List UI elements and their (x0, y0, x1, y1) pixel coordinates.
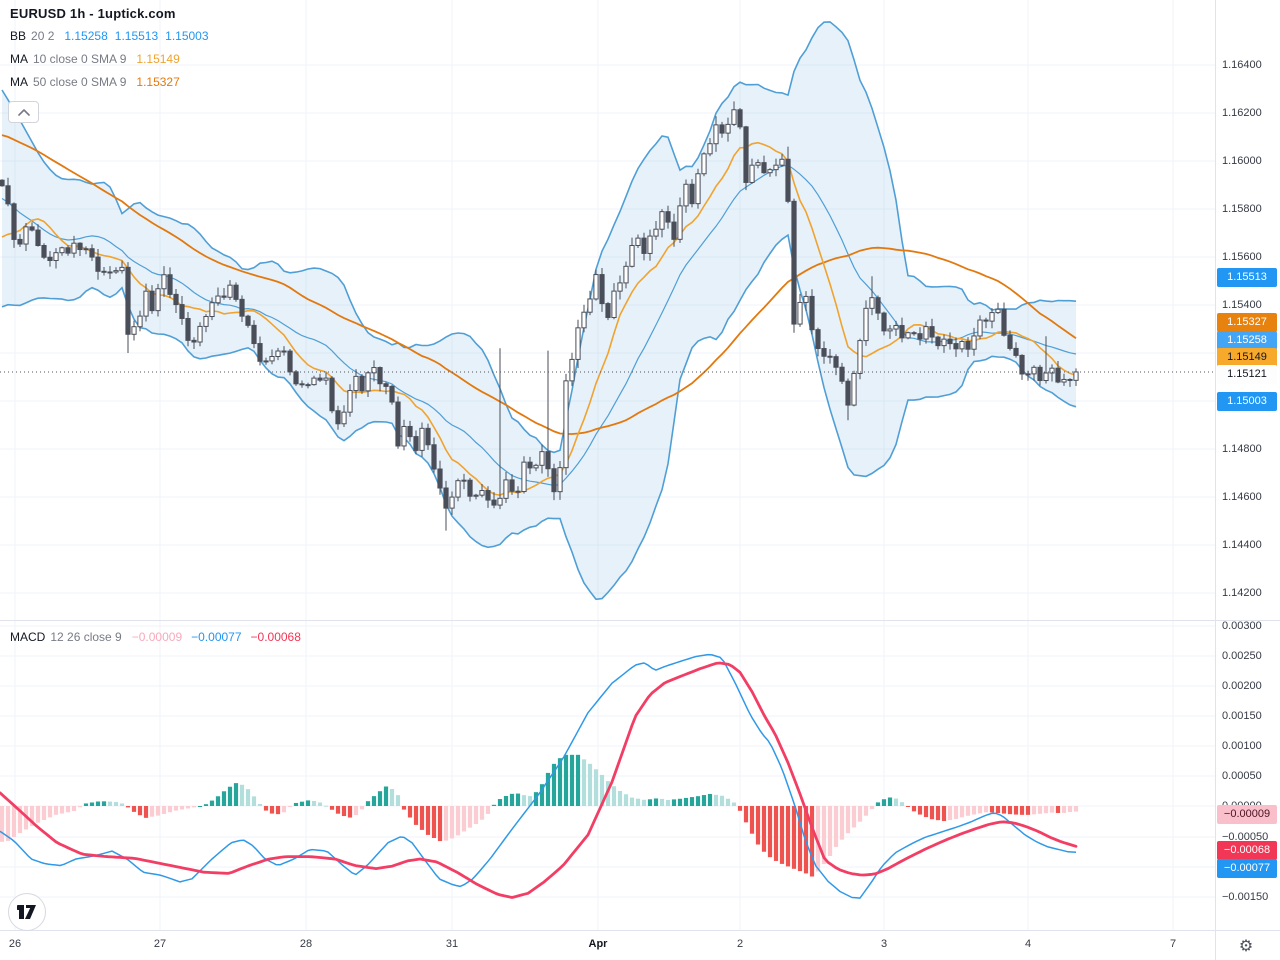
time-axis-tick: 3 (880, 938, 888, 950)
badge-label: 1.15327 (1227, 316, 1267, 328)
bb-basis-badge: 1.15258 (1217, 331, 1277, 350)
price-axis-tick: 1.16200 (1222, 107, 1262, 119)
collapse-legend-button[interactable] (8, 101, 39, 123)
macd-hist-value: −0.00009 (131, 630, 183, 644)
indicator-params: 10 close 0 SMA 9 (33, 52, 127, 66)
indicator-name: BB (10, 29, 27, 43)
macd-axis-tick: 0.00300 (1222, 620, 1262, 632)
macd-axis-tick: 0.00250 (1222, 650, 1262, 662)
indicator-params: 20 2 (31, 29, 55, 43)
macd-axis-tick: −0.00150 (1222, 891, 1269, 903)
bb-basis-value: 1.15258 (64, 29, 108, 43)
badge-label: 1.15149 (1227, 351, 1267, 363)
badge-label: 1.15513 (1227, 271, 1267, 283)
macd-histogram (0, 754, 1079, 877)
bb-upper-badge: 1.15513 (1217, 268, 1277, 287)
indicator-params: 12 26 close 9 (50, 630, 122, 644)
ma50-value: 1.15327 (136, 75, 180, 89)
macd-line-badge: −0.00077 (1217, 859, 1277, 878)
macd-hist-badge: −0.00009 (1217, 805, 1277, 824)
macd-signal-line (0, 661, 1078, 899)
price-axis-tick: 1.16000 (1222, 155, 1262, 167)
gear-glyph: ⚙ (1238, 936, 1254, 955)
macd-axis-tick: 0.00200 (1222, 680, 1262, 692)
gridlines (0, 0, 1215, 930)
macd-line-value: −0.00077 (191, 630, 242, 644)
macd-axis-tick: 0.00100 (1222, 740, 1262, 752)
price-axis-separator (1215, 0, 1216, 960)
time-axis-tick: 31 (445, 938, 459, 950)
macd-axis-tick: −0.00050 (1222, 831, 1269, 843)
price-axis-tick: 1.14800 (1222, 443, 1262, 455)
macd-line (0, 653, 1077, 899)
indicator-name: MA (10, 75, 28, 89)
price-axis-tick: 1.16400 (1222, 59, 1262, 71)
ma50-badge: 1.15327 (1217, 313, 1277, 332)
time-axis-tick: 4 (1024, 938, 1032, 950)
time-axis-tick: 26 (8, 938, 22, 950)
symbol-title-text: EURUSD 1h - 1uptick.com (10, 6, 176, 21)
macd-axis-tick: 0.00150 (1222, 710, 1262, 722)
time-axis-tick: 7 (1169, 938, 1177, 950)
pane-separator[interactable] (0, 620, 1280, 621)
indicator-row-ma10[interactable]: MA 10 close 0 SMA 9 1.15149 (10, 52, 216, 67)
price-axis-tick: 1.15600 (1222, 251, 1262, 263)
badge-label: −0.00068 (1223, 844, 1271, 856)
price-axis-tick: 1.14200 (1222, 587, 1262, 599)
price-axis-tick: 1.14600 (1222, 491, 1262, 503)
indicator-row-ma50[interactable]: MA 50 close 0 SMA 9 1.15327 (10, 75, 216, 90)
indicator-name: MACD (10, 630, 46, 644)
candlesticks (0, 101, 1079, 531)
macd-signal-badge: −0.00068 (1217, 841, 1277, 860)
badge-label: 1.15121 (1227, 368, 1267, 380)
badge-label: 1.15258 (1227, 334, 1267, 346)
time-axis-settings-gear-icon[interactable]: ⚙ (1235, 935, 1257, 957)
price-axis-tick: 1.15400 (1222, 299, 1262, 311)
indicator-params: 50 close 0 SMA 9 (33, 75, 127, 89)
macd-signal-value: −0.00068 (250, 630, 301, 644)
bb-lower-value: 1.15003 (165, 29, 209, 43)
time-axis-tick: 27 (153, 938, 167, 950)
time-axis-tick: 28 (299, 938, 313, 950)
legend: EURUSD 1h - 1uptick.com BB 20 2 1.15258 1.1… (10, 6, 216, 90)
time-axis-tick: 2 (736, 938, 744, 950)
indicator-row-macd[interactable]: MACD 12 26 close 9 −0.00009 −0.00077 −0.0006… (10, 630, 308, 644)
time-axis-separator (0, 930, 1280, 931)
bb-lower-badge: 1.15003 (1217, 392, 1277, 411)
badge-label: −0.00009 (1223, 808, 1271, 820)
tv-glyph (17, 905, 36, 919)
tradingview-logo-icon[interactable] (8, 893, 46, 931)
ma10-badge: 1.15149 (1217, 348, 1277, 367)
price-axis-tick: 1.14400 (1222, 539, 1262, 551)
badge-label: −0.00077 (1223, 862, 1271, 874)
bollinger-band (1, 21, 1077, 601)
price-axis-tick: 1.15800 (1222, 203, 1262, 215)
bb-upper-value: 1.15513 (114, 29, 159, 43)
time-axis-tick: Apr (588, 938, 608, 950)
symbol-title[interactable]: EURUSD 1h - 1uptick.com (10, 6, 216, 21)
indicator-name: MA (10, 52, 28, 66)
chevron-up-icon (17, 108, 30, 116)
last-price-badge: 1.15121 (1217, 365, 1277, 384)
badge-label: 1.15003 (1227, 395, 1267, 407)
indicator-row-bb[interactable]: BB 20 2 1.15258 1.15513 1.15003 (10, 29, 216, 44)
ma50-line (1, 134, 1077, 435)
macd-axis-tick: 0.00050 (1222, 770, 1262, 782)
ma10-value: 1.15149 (136, 52, 180, 66)
